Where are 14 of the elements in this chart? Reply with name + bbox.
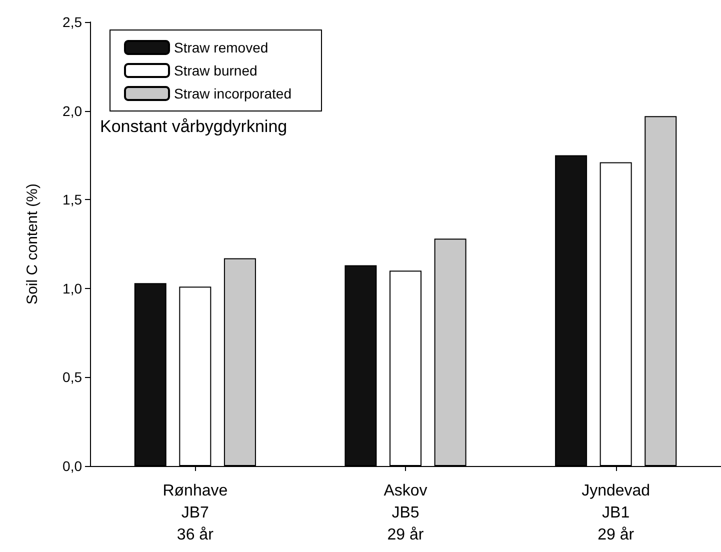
y-tick-label: 2,5 xyxy=(62,14,82,30)
legend-label: Straw incorporated xyxy=(174,86,292,102)
y-tick-label: 2,0 xyxy=(62,102,82,119)
y-tick-label: 0,5 xyxy=(62,369,82,386)
x-tick-label: Jyndevad JB1 29 år xyxy=(582,482,650,544)
y-tick-label: 0,0 xyxy=(62,458,82,474)
x-tick-label: Rønhave JB7 36 år xyxy=(162,482,228,544)
y-axis-title: Soil C content (%) xyxy=(24,184,41,304)
legend-label: Straw burned xyxy=(174,62,258,78)
y-tick-label: 1,0 xyxy=(62,280,82,296)
x-tick-label: Askov JB5 29 år xyxy=(384,482,428,544)
y-tick-label: 1,5 xyxy=(62,192,82,208)
annotation: Konstant vårbygdyrkning xyxy=(100,117,288,136)
legend-label: Straw removed xyxy=(174,40,268,56)
